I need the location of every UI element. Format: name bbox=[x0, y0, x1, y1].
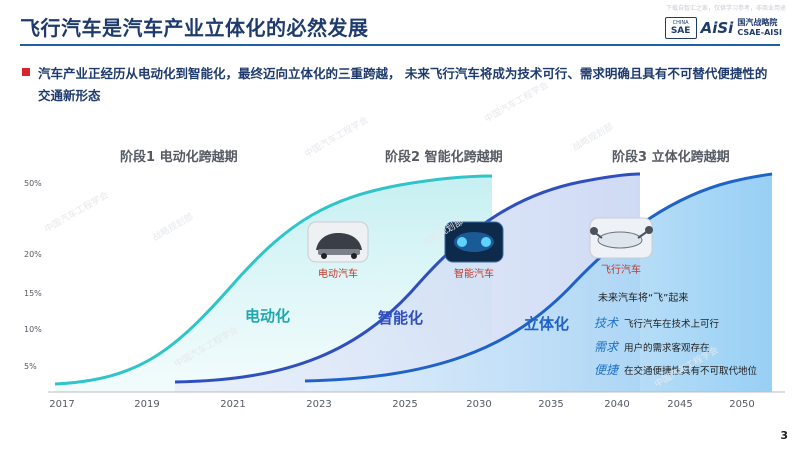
legend-text: 用户的需求客观存在 bbox=[624, 342, 710, 354]
car-label-smart: 智能汽车 bbox=[454, 269, 494, 280]
phase-electrification: 电动化 bbox=[245, 307, 291, 325]
area-3d bbox=[305, 174, 772, 392]
org-name: 国汽战略院 CSAE-AISI bbox=[737, 18, 782, 38]
legend-item-demand: 需求 用户的需求客观存在 bbox=[594, 338, 710, 355]
flying-car-icon bbox=[589, 217, 653, 259]
legend-key: 需求 bbox=[594, 340, 619, 354]
x-tick-label: 2045 bbox=[667, 399, 693, 410]
y-tick-label: 20% bbox=[24, 250, 42, 259]
x-tick-label: 2025 bbox=[392, 399, 418, 410]
badge-top-text: CHINA bbox=[672, 20, 689, 26]
x-tick-label: 2017 bbox=[49, 399, 75, 410]
y-tick-label: 15% bbox=[24, 289, 42, 298]
x-tick-label: 2030 bbox=[466, 399, 492, 410]
bullet-square-icon bbox=[22, 68, 30, 76]
legend-item-convenience: 便捷 在交通便捷性具有不可取代地位 bbox=[594, 361, 757, 378]
org-name-cn: 国汽战略院 bbox=[737, 18, 778, 27]
x-tick-label: 2035 bbox=[538, 399, 564, 410]
legend-key: 便捷 bbox=[594, 363, 619, 377]
page-number: 3 bbox=[780, 429, 788, 442]
legend-key: 技术 bbox=[594, 316, 619, 330]
curve-3d bbox=[304, 172, 773, 383]
legend-text: 飞行汽车在技术上可行 bbox=[624, 318, 720, 330]
x-tick-label: 2021 bbox=[220, 399, 246, 410]
badge-main-text: SAE bbox=[670, 26, 691, 36]
y-tick-label: 5% bbox=[24, 362, 37, 371]
stage-2-label: 阶段2 智能化跨越期 bbox=[385, 150, 503, 165]
electric-car-icon bbox=[307, 221, 369, 263]
aisi-logo-text: AiSi bbox=[700, 19, 734, 37]
y-tick-label: 50% bbox=[24, 179, 42, 188]
x-tick-label: 2023 bbox=[306, 399, 332, 410]
stage-3-label: 阶段3 立体化跨越期 bbox=[612, 150, 730, 165]
x-tick-label: 2040 bbox=[604, 399, 630, 410]
y-tick-label: 10% bbox=[24, 325, 42, 334]
legend-item-tech: 技术 飞行汽车在技术上可行 bbox=[594, 314, 719, 331]
stage-1-label: 阶段1 电动化跨越期 bbox=[120, 150, 238, 165]
title-divider bbox=[20, 44, 780, 46]
x-tick-label: 2019 bbox=[134, 399, 160, 410]
page-title: 飞行汽车是汽车产业立体化的必然发展 bbox=[20, 16, 369, 40]
smart-car-icon bbox=[444, 221, 504, 263]
sae-badge-icon: CHINA SAE bbox=[664, 17, 697, 39]
org-name-en: CSAE-AISI bbox=[737, 28, 782, 37]
x-tick-label: 2050 bbox=[729, 399, 755, 410]
legend-text: 在交通便捷性具有不可取代地位 bbox=[624, 365, 758, 377]
top-note: 下载自智汇之家，仅供学习参考，非商业用途 bbox=[665, 5, 786, 12]
phase-3d: 立体化 bbox=[524, 315, 570, 333]
phase-intelligence: 智能化 bbox=[378, 309, 424, 327]
curve-electrification bbox=[54, 174, 493, 386]
car-label-flying: 飞行汽车 bbox=[601, 265, 641, 276]
car-label-electric: 电动汽车 bbox=[318, 269, 358, 280]
intro-text: 汽车产业正经历从电动化到智能化，最终迈向立体化的三重跨越， 未来飞行汽车将成为技… bbox=[38, 66, 768, 103]
logo: CHINA SAE AiSi 国汽战略院 CSAE-AISI bbox=[664, 17, 782, 39]
legend-title: 未来汽车将“飞”起来 bbox=[598, 293, 689, 304]
